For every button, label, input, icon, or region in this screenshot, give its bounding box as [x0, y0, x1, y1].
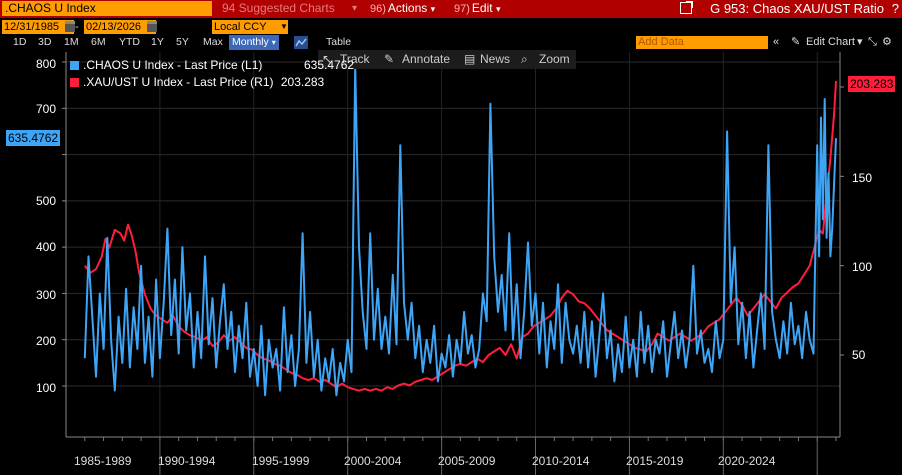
period-1d[interactable]: 1D: [13, 36, 27, 48]
frequency-select[interactable]: Monthly ▾: [229, 35, 279, 50]
legend-swatch: [70, 61, 79, 70]
help-icon[interactable]: ?: [891, 1, 899, 16]
legend-value: 635.4762: [304, 58, 355, 72]
right-last-value-callout: 203.283: [848, 76, 896, 92]
right-axis-tick: 100: [852, 260, 873, 274]
chaos-series: [83, 65, 837, 397]
start-date-input[interactable]: 12/31/1985: [2, 20, 74, 34]
period-1y[interactable]: 1Y: [151, 36, 164, 48]
zoom-button[interactable]: Zoom: [539, 52, 570, 66]
gear-icon[interactable]: ⚙: [882, 36, 892, 48]
chevron-down-icon: ▾: [352, 3, 358, 14]
calendar-icon[interactable]: [147, 21, 157, 32]
legend-label: .XAU/UST U Index - Last Price (R1): [83, 75, 274, 89]
add-data-input[interactable]: Add Data: [636, 36, 768, 49]
header-bar: .CHAOS U Index 94 Suggested Charts ▾ 96)…: [0, 0, 902, 18]
right-axis-tick: 150: [852, 171, 873, 185]
period-5y[interactable]: 5Y: [176, 36, 189, 48]
track-icon: ↖: [322, 52, 333, 66]
annotate-button[interactable]: Annotate: [402, 52, 451, 66]
period-ytd[interactable]: YTD: [119, 36, 140, 48]
table-button[interactable]: Table: [326, 36, 352, 48]
news-button[interactable]: News: [480, 52, 511, 66]
x-axis-label: 2015-2019: [626, 454, 684, 468]
period-max[interactable]: Max: [203, 36, 223, 48]
actions-menu[interactable]: 96) Actions ▾: [370, 1, 435, 16]
chevron-down-icon: ▾: [271, 38, 276, 47]
x-axis-label: 2020-2024: [718, 454, 776, 468]
track-button[interactable]: Track: [340, 52, 370, 66]
expand-icon[interactable]: ⤡: [868, 36, 877, 48]
left-axis-tick: 300: [36, 288, 57, 302]
period-bar: 1D 3D 1M 6M YTD 1Y 5Y Max Monthly ▾ Tabl…: [0, 35, 902, 50]
left-axis-tick: 100: [36, 381, 57, 395]
left-last-value-callout: 635.4762: [6, 130, 61, 146]
line-chart-icon[interactable]: [294, 36, 308, 49]
external-link-icon[interactable]: [680, 1, 693, 14]
chevron-down-icon: ▾: [495, 4, 501, 14]
left-axis-tick: 500: [36, 194, 57, 208]
edit-number: 97): [454, 3, 470, 15]
date-range-bar: 12/31/1985 - 02/13/2026 Local CCY ▼: [0, 18, 902, 35]
news-icon: ▤: [464, 52, 476, 66]
pencil-icon: ✎: [384, 52, 395, 66]
chevron-down-icon[interactable]: ▾: [857, 36, 863, 48]
collapse-icon[interactable]: «: [773, 36, 780, 48]
left-axis-tick: 800: [36, 57, 57, 71]
end-date-input[interactable]: 02/13/2026: [84, 20, 156, 34]
legend-swatch: [70, 78, 79, 87]
chart-title: G 953: Chaos XAU/UST Ratio: [710, 1, 884, 16]
left-axis-tick: 700: [36, 102, 57, 116]
legend-value: 203.283: [280, 75, 325, 89]
actions-label: Actions: [387, 1, 428, 15]
edit-label: Edit: [471, 1, 493, 15]
chevron-down-icon: ▼: [280, 22, 288, 31]
calendar-icon[interactable]: [65, 21, 75, 32]
line-chart-glyph: [295, 38, 307, 47]
right-axis-tick: 50: [852, 348, 866, 362]
x-axis-label: 2000-2004: [344, 454, 402, 468]
x-axis-label: 2005-2009: [438, 454, 496, 468]
left-axis-tick: 400: [36, 240, 57, 254]
left-axis-tick: 200: [36, 334, 57, 348]
frequency-label: Monthly: [232, 36, 269, 48]
actions-number: 96): [370, 3, 386, 15]
edit-menu[interactable]: 97) Edit ▾: [454, 1, 500, 16]
legend-item-chaos[interactable]: .CHAOS U Index - Last Price (L1) 635.476…: [70, 57, 360, 74]
period-3d[interactable]: 3D: [38, 36, 52, 48]
edit-chart-button[interactable]: Edit Chart: [806, 36, 855, 48]
period-6m[interactable]: 6M: [91, 36, 106, 48]
search-icon: ⌕: [521, 52, 528, 66]
x-axis-ticks: [84, 437, 837, 475]
currency-select[interactable]: Local CCY: [212, 20, 288, 34]
suggested-charts-button[interactable]: 94 Suggested Charts: [222, 1, 335, 15]
legend-item-ratio[interactable]: .XAU/UST U Index - Last Price (R1) 203.2…: [70, 74, 360, 91]
x-axis-label: 2010-2014: [532, 454, 590, 468]
x-axis-label: 1985-1989: [74, 454, 132, 468]
legend: .CHAOS U Index - Last Price (L1) 635.476…: [70, 57, 360, 91]
period-1m[interactable]: 1M: [64, 36, 79, 48]
security-field[interactable]: .CHAOS U Index: [2, 1, 212, 16]
pencil-icon[interactable]: ✎: [791, 36, 801, 48]
x-axis-label: 1990-1994: [158, 454, 216, 468]
chevron-down-icon: ▾: [430, 4, 436, 14]
legend-label: .CHAOS U Index - Last Price (L1): [83, 58, 263, 72]
date-separator: -: [75, 21, 79, 33]
grid-lines: [62, 52, 844, 438]
x-axis-label: 1995-1999: [252, 454, 310, 468]
chaos-series-line: [83, 65, 837, 397]
chart-toolbar: ↖ Track ✎ Annotate ▤ News ⌕ Zoom: [318, 50, 576, 69]
